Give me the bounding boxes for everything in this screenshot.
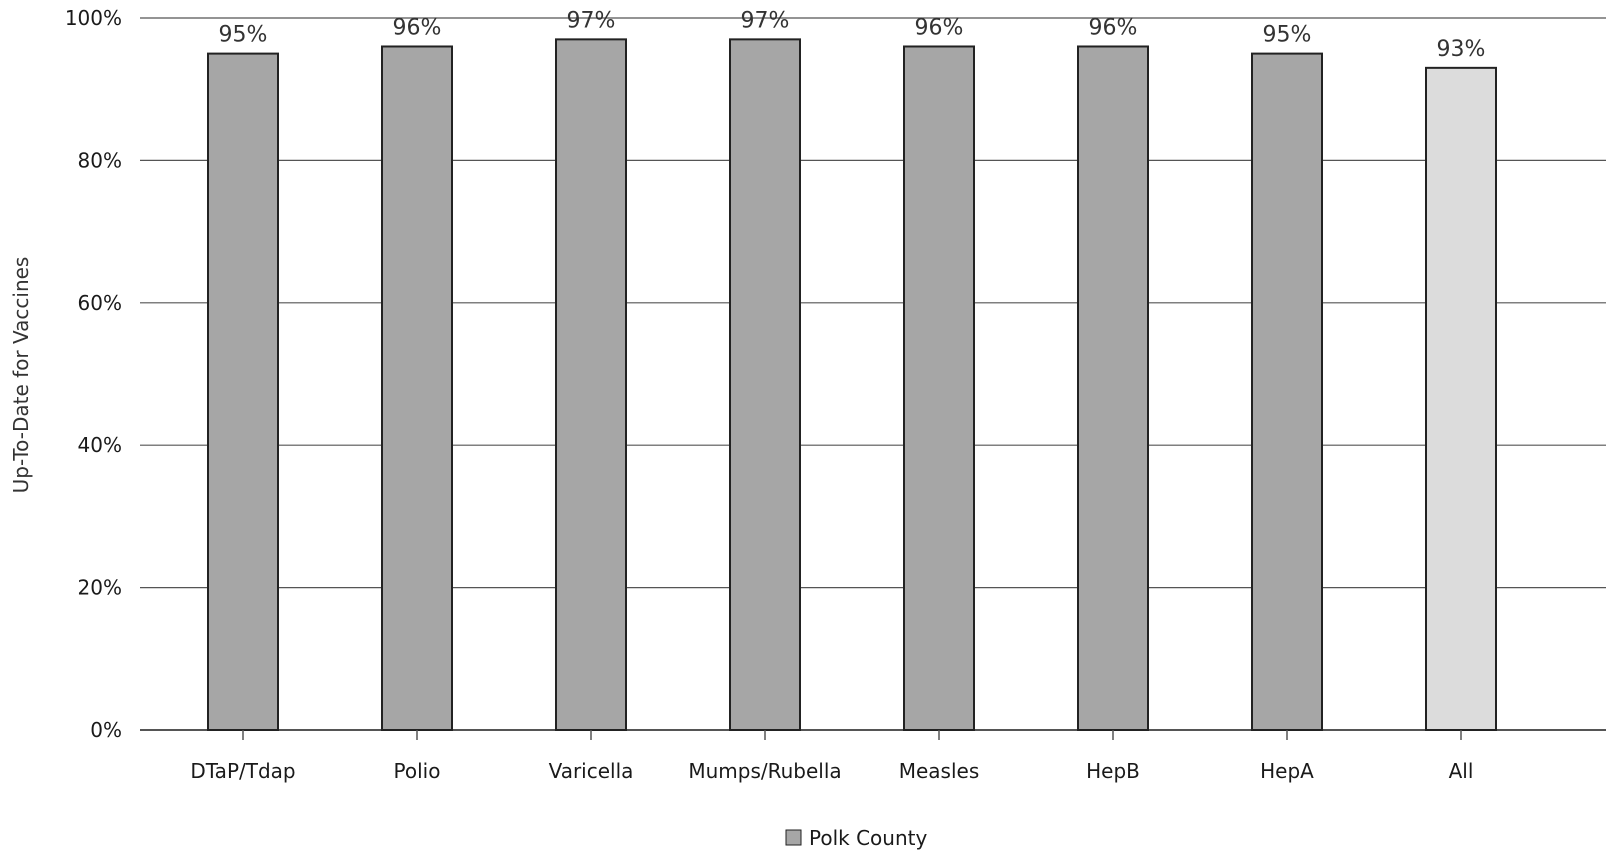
- category-label: Mumps/Rubella: [688, 759, 841, 783]
- bar: [555, 38, 627, 732]
- bar: [1251, 52, 1323, 732]
- bar: [381, 45, 453, 732]
- x-axis-categories: DTaP/Tdap Polio Varicella Mumps/Rubella Meas…: [190, 730, 1473, 783]
- y-tick-label: 20%: [78, 576, 122, 600]
- category-label: HepB: [1086, 759, 1140, 783]
- bar: [1425, 66, 1497, 731]
- data-label: 96%: [915, 15, 964, 40]
- y-axis-ticks: 0% 20% 40% 60% 80% 100%: [65, 6, 122, 742]
- data-label: 97%: [567, 8, 616, 33]
- gridlines: [140, 17, 1606, 731]
- data-label: 95%: [1263, 23, 1312, 48]
- bar: [1077, 45, 1149, 732]
- category-label: DTaP/Tdap: [190, 759, 295, 783]
- data-label: 96%: [1089, 15, 1138, 40]
- y-tick-label: 100%: [65, 6, 122, 30]
- category-label: Varicella: [549, 759, 634, 783]
- data-label: 97%: [741, 8, 790, 33]
- bars: [207, 38, 1497, 732]
- category-label: All: [1449, 759, 1474, 783]
- category-label: Polio: [394, 759, 441, 783]
- legend-label: Polk County: [809, 826, 927, 850]
- data-label: 95%: [219, 23, 268, 48]
- y-axis-title: Up-To-Date for Vaccines: [9, 257, 33, 494]
- legend-swatch: [785, 829, 802, 846]
- y-tick-label: 40%: [78, 433, 122, 457]
- legend: Polk County: [785, 826, 927, 850]
- y-tick-label: 0%: [90, 718, 122, 742]
- bar: [903, 45, 975, 732]
- category-label: HepA: [1260, 759, 1314, 783]
- category-label: Measles: [899, 759, 980, 783]
- data-label: 96%: [393, 15, 442, 40]
- data-labels: 95% 96% 97% 97% 96% 96% 95% 93%: [219, 8, 1486, 61]
- y-tick-label: 80%: [78, 148, 122, 172]
- y-tick-label: 60%: [78, 291, 122, 315]
- bar: [729, 38, 801, 732]
- data-label: 93%: [1437, 37, 1486, 62]
- bar: [207, 52, 279, 732]
